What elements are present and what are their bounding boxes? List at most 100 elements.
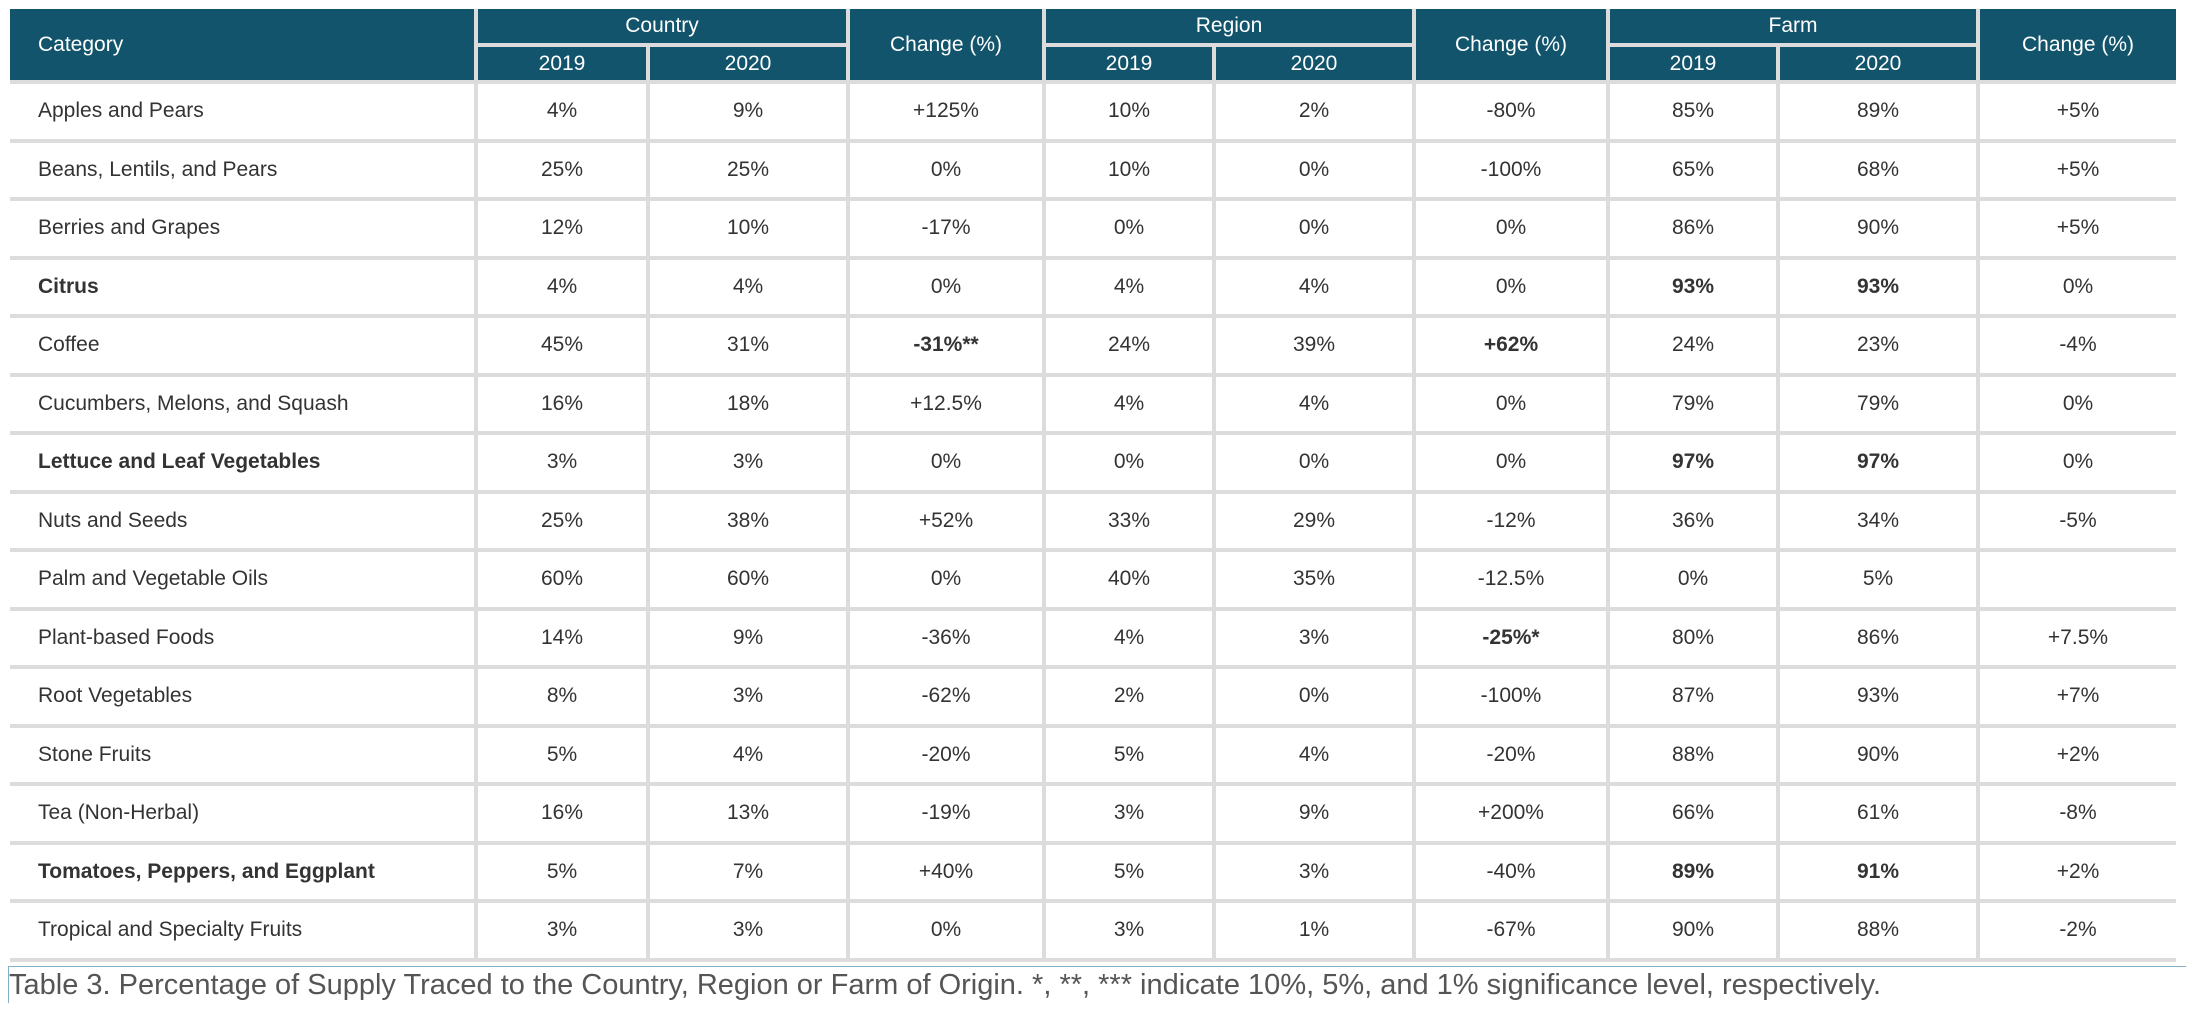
farm-2019-cell: 97% xyxy=(1610,435,1776,490)
farm-change-cell: 0% xyxy=(1980,259,2176,314)
country-change-cell: 0% xyxy=(850,142,1042,197)
region-2020-cell: 0% xyxy=(1216,201,1412,256)
header-farm-2019: 2019 xyxy=(1610,47,1776,80)
region-2019-cell: 3% xyxy=(1046,903,1212,958)
farm-change-cell: +2% xyxy=(1980,844,2176,899)
farm-change-cell: -8% xyxy=(1980,786,2176,841)
region-2019-cell: 4% xyxy=(1046,610,1212,665)
category-cell: Lettuce and Leaf Vegetables xyxy=(10,435,474,490)
farm-change-cell: -5% xyxy=(1980,493,2176,548)
table-row: Tea (Non-Herbal) 16% 13% -19% 3% 9% +200% 66% 61… xyxy=(10,786,2176,841)
country-change-cell: +125% xyxy=(850,84,1042,139)
region-change-cell: -40% xyxy=(1416,844,1606,899)
region-2019-cell: 0% xyxy=(1046,435,1212,490)
country-2020-cell: 4% xyxy=(650,727,846,782)
region-2020-cell: 39% xyxy=(1216,318,1412,373)
farm-change-cell: -4% xyxy=(1980,318,2176,373)
region-2019-cell: 10% xyxy=(1046,142,1212,197)
country-2020-cell: 13% xyxy=(650,786,846,841)
table-row: Lettuce and Leaf Vegetables 3% 3% 0% 0% 0% 0% 9… xyxy=(10,435,2176,490)
data-table: Category Country Change (%) Region Chang… xyxy=(6,5,2180,962)
country-2020-cell: 3% xyxy=(650,435,846,490)
farm-change-cell: +5% xyxy=(1980,84,2176,139)
farm-change-cell: +5% xyxy=(1980,142,2176,197)
header-farm-2020: 2020 xyxy=(1780,47,1976,80)
country-2020-cell: 7% xyxy=(650,844,846,899)
farm-2020-cell: 88% xyxy=(1780,903,1976,958)
country-2019-cell: 5% xyxy=(478,727,646,782)
farm-2019-cell: 88% xyxy=(1610,727,1776,782)
region-change-cell: +62% xyxy=(1416,318,1606,373)
farm-2019-cell: 87% xyxy=(1610,669,1776,724)
country-2019-cell: 8% xyxy=(478,669,646,724)
farm-2019-cell: 66% xyxy=(1610,786,1776,841)
farm-change-cell: -2% xyxy=(1980,903,2176,958)
region-2020-cell: 2% xyxy=(1216,84,1412,139)
region-change-cell: 0% xyxy=(1416,376,1606,431)
country-2020-cell: 38% xyxy=(650,493,846,548)
table-row: Tropical and Specialty Fruits 3% 3% 0% 3% 1% -… xyxy=(10,903,2176,958)
category-cell: Root Vegetables xyxy=(10,669,474,724)
country-2019-cell: 3% xyxy=(478,435,646,490)
category-cell: Beans, Lentils, and Pears xyxy=(10,142,474,197)
farm-change-cell xyxy=(1980,552,2176,607)
country-change-cell: 0% xyxy=(850,552,1042,607)
farm-2019-cell: 24% xyxy=(1610,318,1776,373)
country-2019-cell: 4% xyxy=(478,259,646,314)
region-2019-cell: 4% xyxy=(1046,259,1212,314)
farm-2020-cell: 23% xyxy=(1780,318,1976,373)
country-change-cell: +12.5% xyxy=(850,376,1042,431)
farm-2019-cell: 65% xyxy=(1610,142,1776,197)
country-2019-cell: 60% xyxy=(478,552,646,607)
region-change-cell: +200% xyxy=(1416,786,1606,841)
farm-2019-cell: 85% xyxy=(1610,84,1776,139)
header-country: Country xyxy=(478,9,846,43)
region-change-cell: -80% xyxy=(1416,84,1606,139)
country-2020-cell: 3% xyxy=(650,903,846,958)
region-change-cell: -67% xyxy=(1416,903,1606,958)
farm-change-cell: +7% xyxy=(1980,669,2176,724)
category-cell: Tea (Non-Herbal) xyxy=(10,786,474,841)
region-2019-cell: 3% xyxy=(1046,786,1212,841)
category-cell: Coffee xyxy=(10,318,474,373)
category-cell: Stone Fruits xyxy=(10,727,474,782)
farm-2019-cell: 79% xyxy=(1610,376,1776,431)
region-2019-cell: 24% xyxy=(1046,318,1212,373)
region-change-cell: -20% xyxy=(1416,727,1606,782)
farm-change-cell: 0% xyxy=(1980,435,2176,490)
country-change-cell: -31%** xyxy=(850,318,1042,373)
country-2020-cell: 31% xyxy=(650,318,846,373)
farm-2020-cell: 34% xyxy=(1780,493,1976,548)
farm-change-cell: +5% xyxy=(1980,201,2176,256)
region-change-cell: -100% xyxy=(1416,142,1606,197)
region-2020-cell: 0% xyxy=(1216,435,1412,490)
header-region-change: Change (%) xyxy=(1416,9,1606,80)
country-2019-cell: 14% xyxy=(478,610,646,665)
table-row: Coffee 45% 31% -31%** 24% 39% +62% 24% 23% -4% xyxy=(10,318,2176,373)
region-change-cell: 0% xyxy=(1416,259,1606,314)
country-2020-cell: 18% xyxy=(650,376,846,431)
region-2020-cell: 9% xyxy=(1216,786,1412,841)
farm-2020-cell: 86% xyxy=(1780,610,1976,665)
country-2019-cell: 4% xyxy=(478,84,646,139)
farm-2019-cell: 89% xyxy=(1610,844,1776,899)
header-country-2019: 2019 xyxy=(478,47,646,80)
region-2020-cell: 4% xyxy=(1216,376,1412,431)
region-2020-cell: 0% xyxy=(1216,669,1412,724)
country-2020-cell: 4% xyxy=(650,259,846,314)
region-2019-cell: 40% xyxy=(1046,552,1212,607)
farm-2019-cell: 93% xyxy=(1610,259,1776,314)
category-cell: Tomatoes, Peppers, and Eggplant xyxy=(10,844,474,899)
country-2019-cell: 45% xyxy=(478,318,646,373)
farm-2019-cell: 80% xyxy=(1610,610,1776,665)
country-2020-cell: 9% xyxy=(650,84,846,139)
category-cell: Citrus xyxy=(10,259,474,314)
country-2019-cell: 12% xyxy=(478,201,646,256)
table-row: Plant-based Foods 14% 9% -36% 4% 3% -25%* 80% 86… xyxy=(10,610,2176,665)
table-row: Cucumbers, Melons, and Squash 16% 18% +12.5… xyxy=(10,376,2176,431)
region-2019-cell: 10% xyxy=(1046,84,1212,139)
country-change-cell: 0% xyxy=(850,435,1042,490)
table-row: Root Vegetables 8% 3% -62% 2% 0% -100% 87% 93% +7… xyxy=(10,669,2176,724)
table-row: Nuts and Seeds 25% 38% +52% 33% 29% -12% 36% 34%… xyxy=(10,493,2176,548)
farm-change-cell: +2% xyxy=(1980,727,2176,782)
